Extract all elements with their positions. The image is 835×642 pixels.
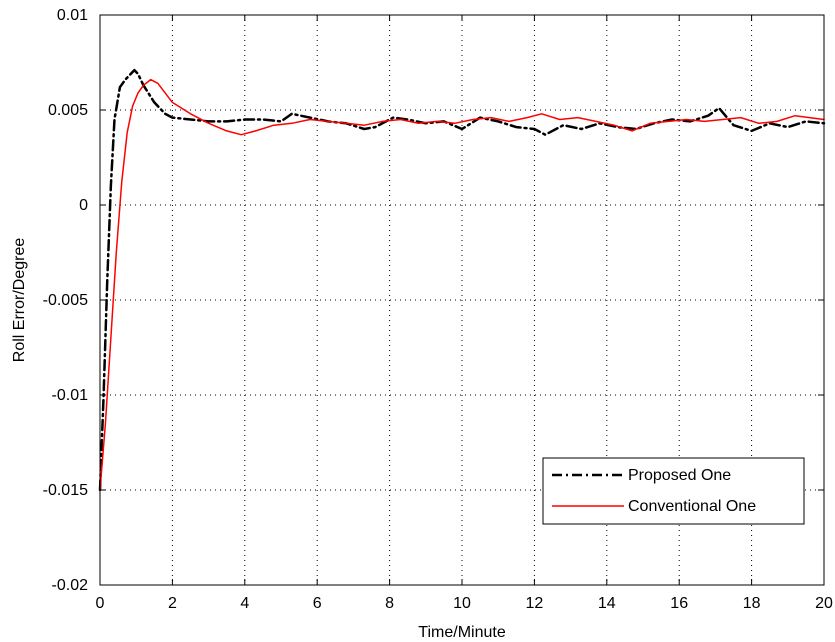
legend-conventional-label: Conventional One — [628, 498, 756, 515]
x-tick-label: 6 — [313, 595, 322, 612]
y-tick-label: 0.005 — [48, 102, 88, 119]
x-axis-title: Time/Minute — [418, 624, 506, 641]
y-tick-label: -0.01 — [52, 387, 89, 404]
axis-tick-labels: 0 2 4 6 8 10 12 14 16 18 20 0.01 0.005 0 -0.005 -0.01 -0… — [43, 7, 833, 612]
axis-ticks — [99, 14, 825, 586]
plot-series — [98, 68, 826, 492]
x-tick-label: 16 — [670, 595, 688, 612]
y-tick-label: -0.005 — [43, 292, 88, 309]
y-axis-title: Roll Error/Degree — [11, 238, 28, 363]
x-tick-label: 4 — [240, 595, 249, 612]
y-tick-label: -0.02 — [52, 577, 89, 594]
x-tick-label: 12 — [526, 595, 544, 612]
x-tick-label: 8 — [385, 595, 394, 612]
x-tick-label: 0 — [96, 595, 105, 612]
y-tick-label: 0.01 — [57, 7, 88, 24]
x-tick-label: 18 — [743, 595, 761, 612]
y-tick-label: -0.015 — [43, 482, 88, 499]
x-tick-label: 10 — [453, 595, 471, 612]
conventional-one-series-line — [99, 78, 825, 491]
legend-box — [542, 457, 805, 525]
x-tick-label: 14 — [598, 595, 616, 612]
x-tick-label: 2 — [168, 595, 177, 612]
y-tick-label: 0 — [79, 197, 88, 214]
legend-proposed-label: Proposed One — [628, 467, 731, 484]
grid — [100, 15, 824, 585]
legend: Proposed One Conventional One — [542, 457, 805, 525]
proposed-one-series-line — [98, 68, 826, 492]
x-tick-label: 20 — [815, 595, 833, 612]
